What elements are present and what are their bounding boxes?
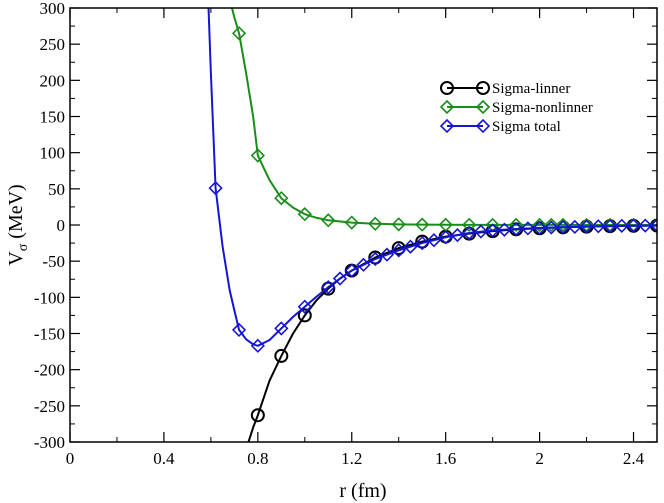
legend: Sigma-linner Sigma-nonlinner Sigma total (439, 81, 593, 135)
series-3 (207, 8, 657, 353)
data-point (473, 224, 489, 239)
data-point (555, 217, 571, 233)
y-tick-label: 200 (40, 71, 66, 90)
data-point (368, 251, 383, 267)
data-point (208, 180, 223, 196)
x-tick-label: 1.6 (435, 449, 456, 468)
data-point (344, 263, 359, 278)
data-point (391, 217, 406, 232)
data-point (356, 257, 371, 272)
data-point (485, 223, 500, 238)
data-point (544, 220, 559, 235)
series-layer (207, 8, 657, 442)
legend-marker (475, 118, 491, 134)
series-line (207, 8, 657, 347)
legend-marker (476, 81, 490, 95)
data-point (250, 408, 265, 423)
y-tick-label: 50 (48, 180, 65, 199)
y-tick-label: -200 (34, 361, 65, 380)
x-tick-label: 2.4 (623, 449, 645, 468)
y-tick-label: -250 (34, 397, 65, 416)
data-point (462, 225, 477, 241)
data-point (379, 247, 395, 262)
data-point (567, 219, 582, 235)
data-point (391, 243, 406, 258)
data-point (321, 281, 336, 296)
x-tick-label: 0.4 (153, 449, 175, 468)
y-tick-label: -300 (34, 433, 65, 452)
data-point (544, 217, 559, 233)
data-point (638, 218, 653, 233)
x-tick-label: 1.2 (341, 449, 362, 468)
y-tick-label: -150 (34, 325, 65, 344)
data-point (450, 227, 465, 243)
data-point (508, 221, 524, 237)
data-point (297, 207, 312, 222)
x-axis-label: r (fm) (339, 480, 386, 502)
y-tick-label: -50 (42, 252, 65, 271)
plot-frame (69, 7, 658, 443)
data-point (532, 217, 547, 233)
data-point (274, 348, 289, 363)
y-tick-label: 250 (40, 35, 66, 54)
x-tick-label: 2 (535, 449, 544, 468)
data-point (321, 280, 336, 295)
y-axis-label-main: V (5, 251, 27, 266)
y-axis-ticks: -300 -250 -200 -150 -100 -50 0 50 100 150 200 250 30… (34, 0, 657, 452)
data-point (274, 321, 289, 336)
legend-marker (439, 118, 455, 134)
y-axis-label-unit: (MeV) (5, 184, 27, 243)
legend-marker (475, 99, 491, 115)
legend-label: Sigma total (492, 119, 561, 135)
y-axis-label-sub: σ (16, 243, 31, 251)
y-axis-label: Vσ (MeV) (5, 184, 31, 265)
data-point (614, 218, 629, 233)
data-point (231, 322, 247, 338)
data-point (297, 299, 312, 314)
data-point (344, 215, 359, 230)
data-point (602, 218, 618, 234)
x-tick-label: 0 (66, 449, 75, 468)
data-point (579, 219, 594, 234)
data-point (415, 217, 430, 232)
data-point (321, 213, 336, 228)
data-point (297, 308, 312, 323)
data-point (426, 233, 442, 248)
legend-entry: Sigma-linner (440, 81, 570, 97)
data-point (626, 218, 641, 233)
data-point (415, 235, 430, 251)
data-point (438, 230, 453, 245)
data-point (250, 338, 265, 353)
data-point (555, 220, 571, 235)
data-point (497, 222, 512, 237)
y-tick-label: 100 (40, 144, 66, 163)
legend-label: Sigma-nonlinner (492, 100, 593, 116)
data-point (462, 217, 477, 232)
data-point (368, 216, 383, 231)
legend-entry: Sigma-nonlinner (439, 99, 593, 116)
data-point (250, 148, 265, 163)
data-point (649, 218, 657, 233)
legend-label: Sigma-linner (492, 81, 570, 97)
data-point (591, 219, 606, 234)
legend-marker (439, 99, 455, 115)
data-point (332, 271, 348, 286)
y-tick-label: 0 (57, 216, 66, 235)
data-point (532, 220, 547, 236)
data-point (508, 217, 524, 233)
data-point (231, 26, 247, 41)
legend-marker (440, 81, 454, 95)
legend-entry: Sigma total (439, 118, 561, 135)
x-axis-ticks: 0 0.4 0.8 1.2 1.6 2 2.4 (66, 8, 645, 468)
data-point (274, 191, 289, 206)
data-point (403, 239, 418, 254)
y-tick-label: 150 (40, 108, 66, 127)
y-tick-label: 300 (40, 0, 66, 18)
y-tick-label: -100 (34, 288, 65, 307)
x-tick-label: 0.8 (247, 449, 268, 468)
data-point (579, 217, 594, 233)
data-point (520, 221, 535, 236)
